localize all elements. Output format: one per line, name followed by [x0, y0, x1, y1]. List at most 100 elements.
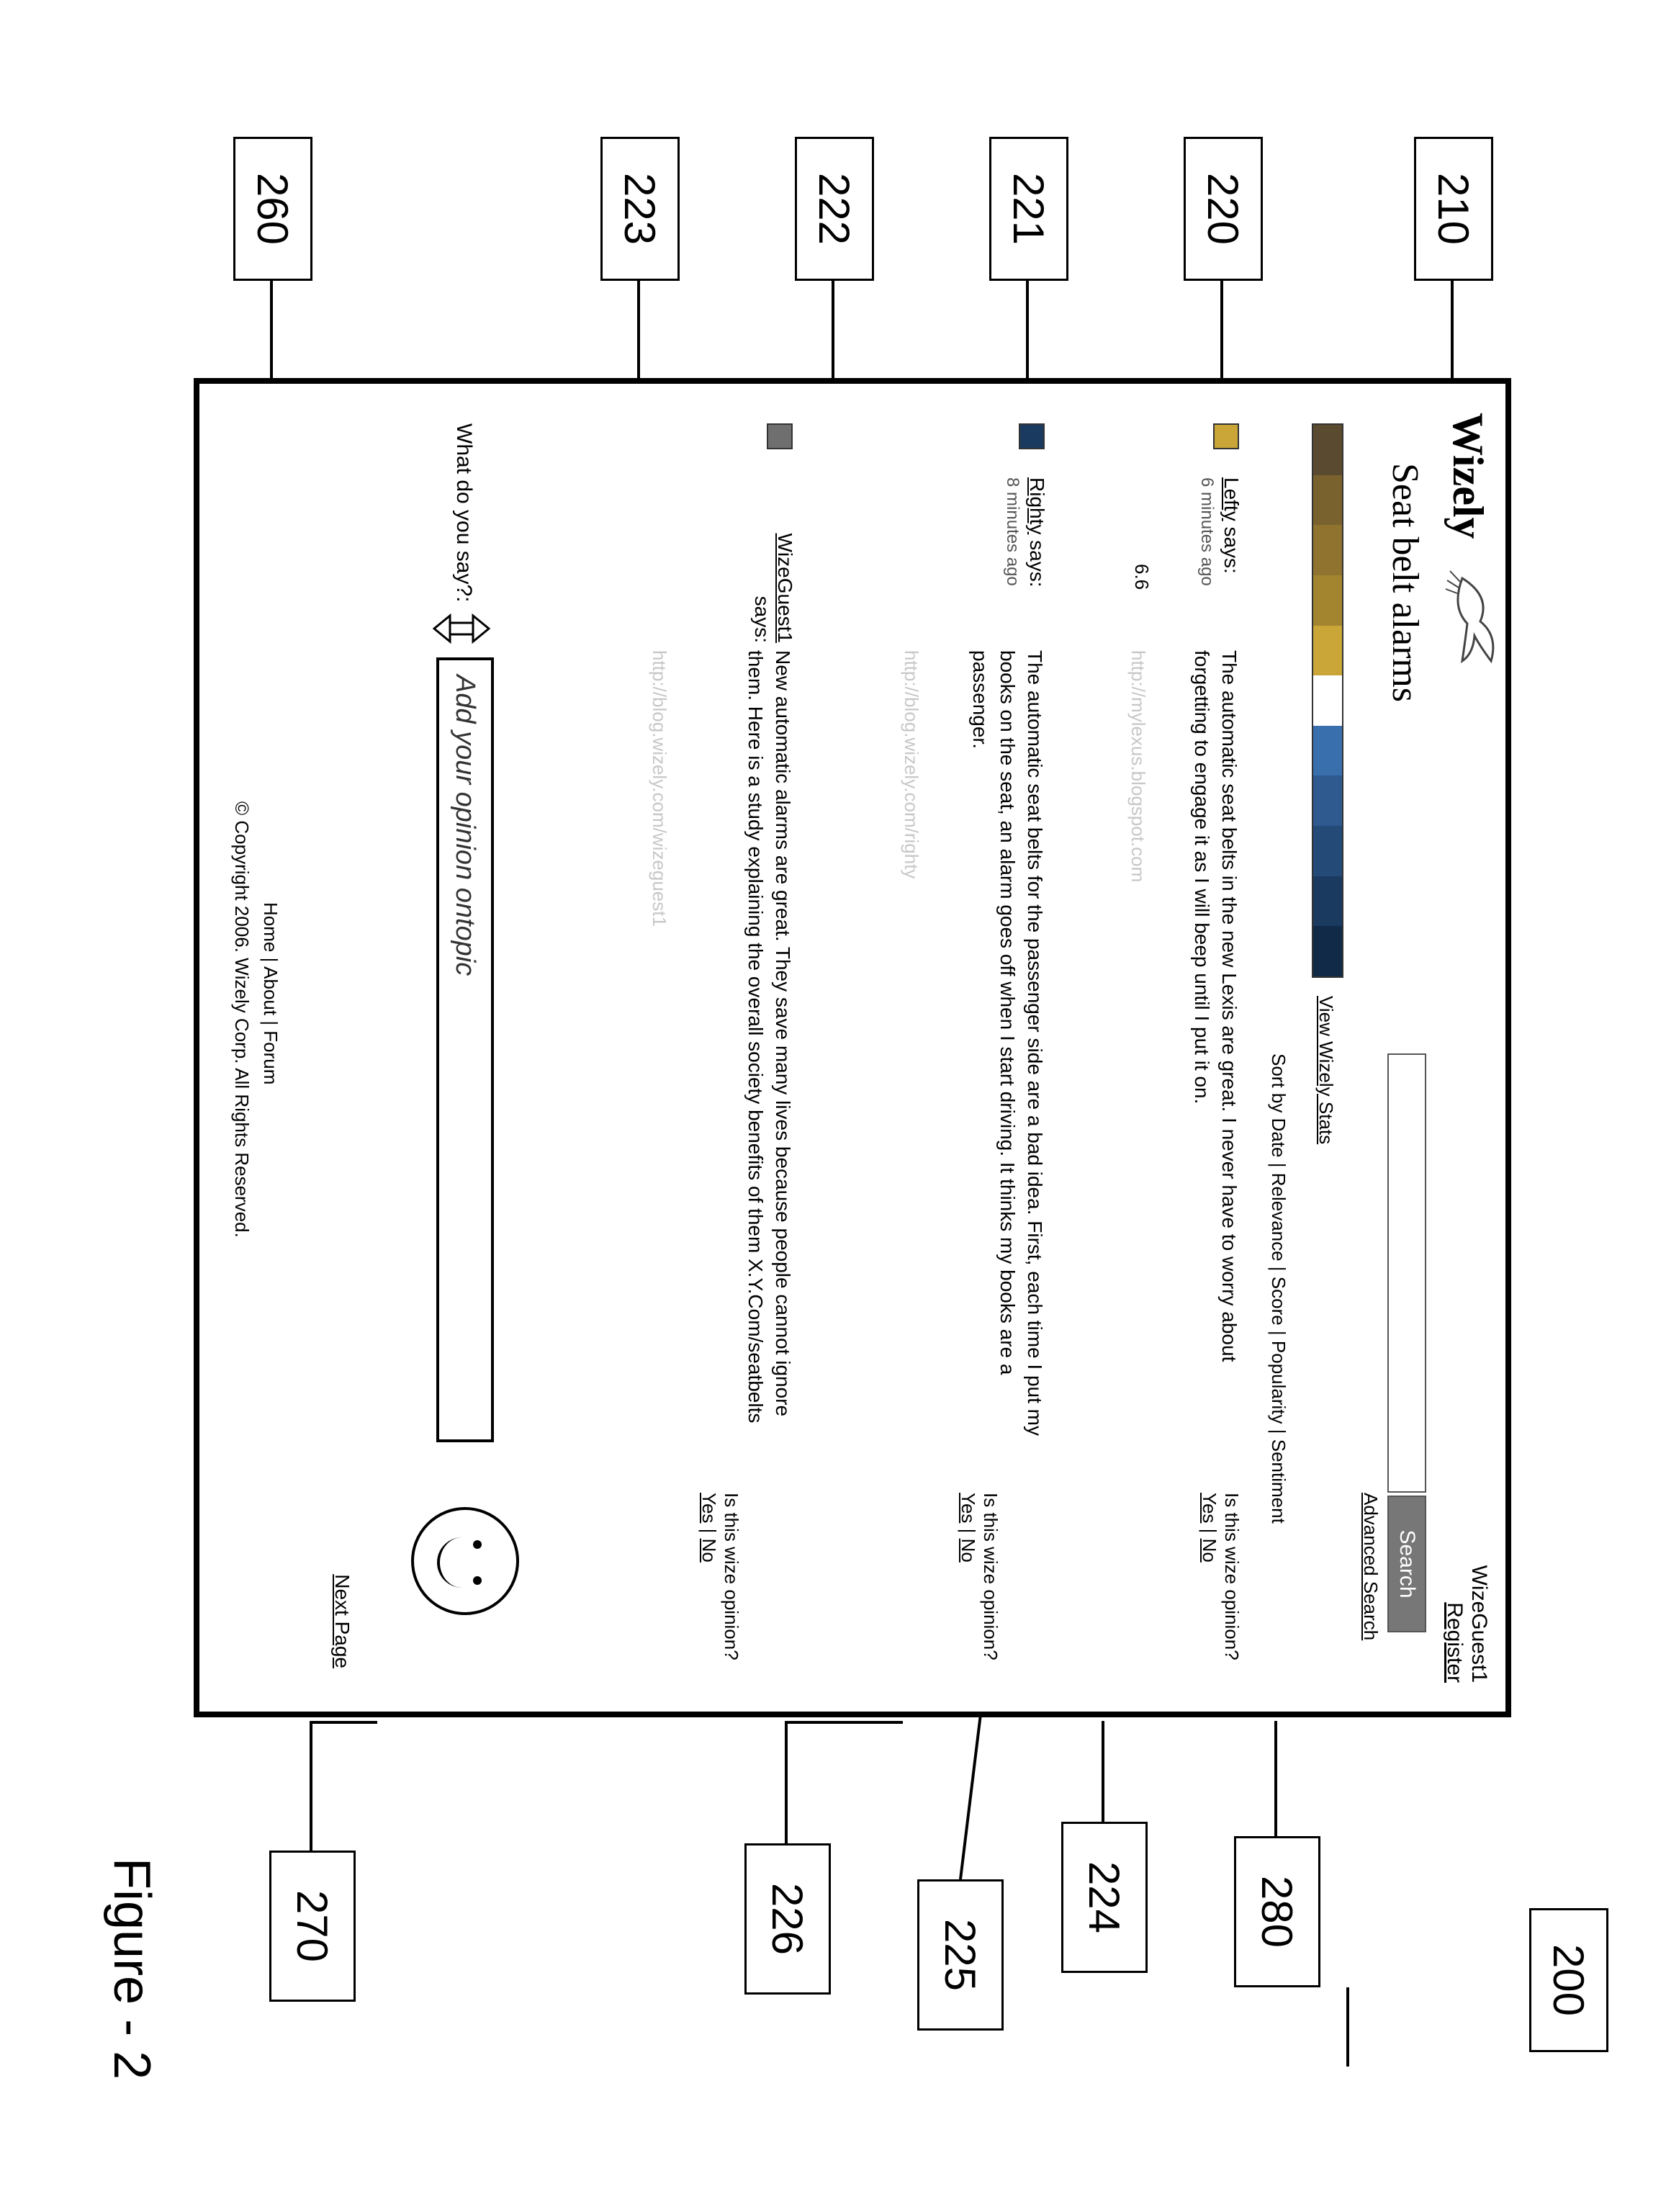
spectrum-cell[interactable]	[1313, 425, 1342, 475]
advanced-search-link[interactable]: Advanced Search	[1359, 1493, 1382, 1640]
author-link[interactable]: WizeGuest1	[774, 534, 796, 644]
spectrum-cell[interactable]	[1313, 575, 1342, 626]
callout-223: 223	[600, 137, 680, 281]
wize-prompt: Is this wize opinion? Yes | No	[698, 1493, 742, 1680]
spectrum-cell[interactable]	[1313, 826, 1342, 876]
callout-220: 220	[1184, 137, 1263, 281]
smiley-mouth	[437, 1537, 464, 1588]
leader-270	[310, 1721, 312, 1851]
opinion-swatch	[1019, 423, 1045, 449]
leader-210	[1451, 281, 1454, 378]
placeholder-prefix: Add your opinion on	[450, 675, 481, 918]
search-input[interactable]	[1387, 1053, 1426, 1493]
user-block: WizeGuest1 Register	[1442, 1565, 1491, 1683]
sort-option[interactable]: Date	[1268, 1118, 1289, 1158]
footer-link[interactable]: About	[260, 966, 282, 1015]
callout-222: 222	[795, 137, 874, 281]
brand-bird-icon	[1444, 567, 1502, 668]
footer-links: Home | About | Forum	[259, 902, 282, 1084]
current-user: WizeGuest1	[1467, 1565, 1491, 1683]
opinion-swatch	[767, 423, 793, 449]
smiley-eye	[473, 1576, 482, 1585]
opinion-time: 6 minutes ago	[1197, 477, 1217, 586]
spectrum-cell[interactable]	[1313, 876, 1342, 927]
callout-210: 210	[1414, 137, 1493, 281]
sort-option[interactable]: Sentiment	[1268, 1439, 1289, 1524]
next-page-link[interactable]: Next Page	[330, 1574, 354, 1668]
sentiment-spectrum[interactable]	[1312, 423, 1343, 978]
wize-q-text: Is this wize opinion?	[1221, 1493, 1243, 1660]
search-button[interactable]: Search	[1387, 1496, 1426, 1632]
leader-280b	[1346, 1987, 1349, 2067]
pipe: |	[698, 1529, 720, 1539]
opinion-source-url[interactable]: http://blog.wizely.com/righty	[900, 650, 922, 878]
opinion-text: The automatic seat belts in the new Lexi…	[1188, 650, 1243, 1442]
rotated-stage: 200 210 220 221 222 223 260 280 224 225 …	[0, 0, 1666, 2212]
wize-q-text: Is this wize opinion?	[980, 1493, 1001, 1660]
leader-280	[1274, 1721, 1277, 1836]
topic-title: Seat belt alarms	[1384, 463, 1426, 702]
wize-no[interactable]: No	[958, 1539, 979, 1563]
footer-link[interactable]: Forum	[260, 1030, 282, 1084]
spectrum-cell[interactable]	[1313, 775, 1342, 826]
spectrum-cell[interactable]	[1313, 626, 1342, 676]
wize-yes[interactable]: Yes	[1199, 1493, 1220, 1523]
callout-270: 270	[269, 1851, 356, 2002]
opinion-swatch	[1213, 423, 1239, 449]
say-label: What do you say?:	[451, 423, 476, 602]
opinion-source-url[interactable]: http://blog.wizely.com/wizeguest1	[648, 650, 670, 927]
callout-226: 226	[744, 1843, 831, 1995]
figure-label: Figure - 2	[102, 1858, 161, 2080]
smiley-icon[interactable]	[411, 1507, 519, 1615]
opinion-text: New automatic alarms are great. They sav…	[742, 650, 796, 1442]
sort-row: Sort by Date | Relevance | Score | Popul…	[1267, 1053, 1289, 1524]
wize-q-text: Is this wize opinion?	[721, 1493, 742, 1660]
opinion-input[interactable]: Add your opinion on topic	[436, 657, 494, 1442]
main-panel: Wizely WizeGuest1 Register Seat belt ala…	[194, 378, 1511, 1717]
wize-yes[interactable]: Yes	[698, 1493, 720, 1523]
wize-yes[interactable]: Yes	[958, 1493, 979, 1523]
says-label: says:	[1026, 534, 1048, 587]
brand-name: Wizely	[1443, 413, 1492, 539]
wize-prompt: Is this wize opinion? Yes | No	[957, 1493, 1001, 1680]
spectrum-cell[interactable]	[1313, 926, 1342, 976]
sort-option[interactable]: Score	[1268, 1277, 1289, 1326]
says-label: says:	[1220, 521, 1243, 574]
double-arrow-icon[interactable]	[433, 607, 490, 650]
pipe: |	[1199, 1529, 1220, 1539]
opinion-author: Righty says: 8 minutes ago	[1002, 477, 1048, 636]
wize-no[interactable]: No	[698, 1539, 720, 1563]
opinion-text: The automatic seat belts for the passeng…	[967, 650, 1048, 1442]
opinion-score: 6.6	[1130, 564, 1153, 590]
leader-224	[1102, 1721, 1104, 1822]
leader-226	[785, 1721, 788, 1843]
footer-link[interactable]: Home	[260, 902, 282, 952]
opinion-source-url[interactable]: http://mylexus.blogspot.com	[1127, 650, 1149, 882]
spectrum-cell[interactable]	[1313, 475, 1342, 526]
leader-226v	[785, 1721, 903, 1724]
spectrum-cell[interactable]	[1313, 675, 1342, 726]
opinion-author: Lefty says: 6 minutes ago	[1197, 477, 1243, 636]
smiley-eye	[473, 1540, 482, 1549]
sort-option[interactable]: Popularity	[1268, 1341, 1289, 1424]
author-link[interactable]: Lefty	[1220, 477, 1243, 521]
view-stats-link[interactable]: View Wizely Stats	[1315, 996, 1337, 1144]
callout-225: 225	[917, 1879, 1004, 2031]
wize-no[interactable]: No	[1199, 1539, 1220, 1563]
opinion-author: WizeGuest1 says:	[750, 477, 796, 643]
sort-option[interactable]: Relevance	[1268, 1173, 1289, 1262]
pipe: |	[958, 1529, 979, 1539]
opinion-time: 8 minutes ago	[1003, 477, 1022, 586]
copyright: © Copyright 2006. Wizely Corp. All Right…	[230, 801, 253, 1238]
spectrum-cell[interactable]	[1313, 525, 1342, 575]
callout-280: 280	[1234, 1836, 1320, 1987]
says-label: says:	[751, 596, 773, 643]
wize-prompt: Is this wize opinion? Yes | No	[1198, 1493, 1243, 1680]
author-link[interactable]: Righty	[1026, 477, 1048, 534]
callout-221: 221	[989, 137, 1068, 281]
placeholder-topic: topic	[450, 918, 481, 976]
spectrum-cell[interactable]	[1313, 726, 1342, 776]
callout-200: 200	[1529, 1908, 1608, 2052]
register-link[interactable]: Register	[1442, 1565, 1467, 1683]
leader-270v	[310, 1721, 377, 1724]
